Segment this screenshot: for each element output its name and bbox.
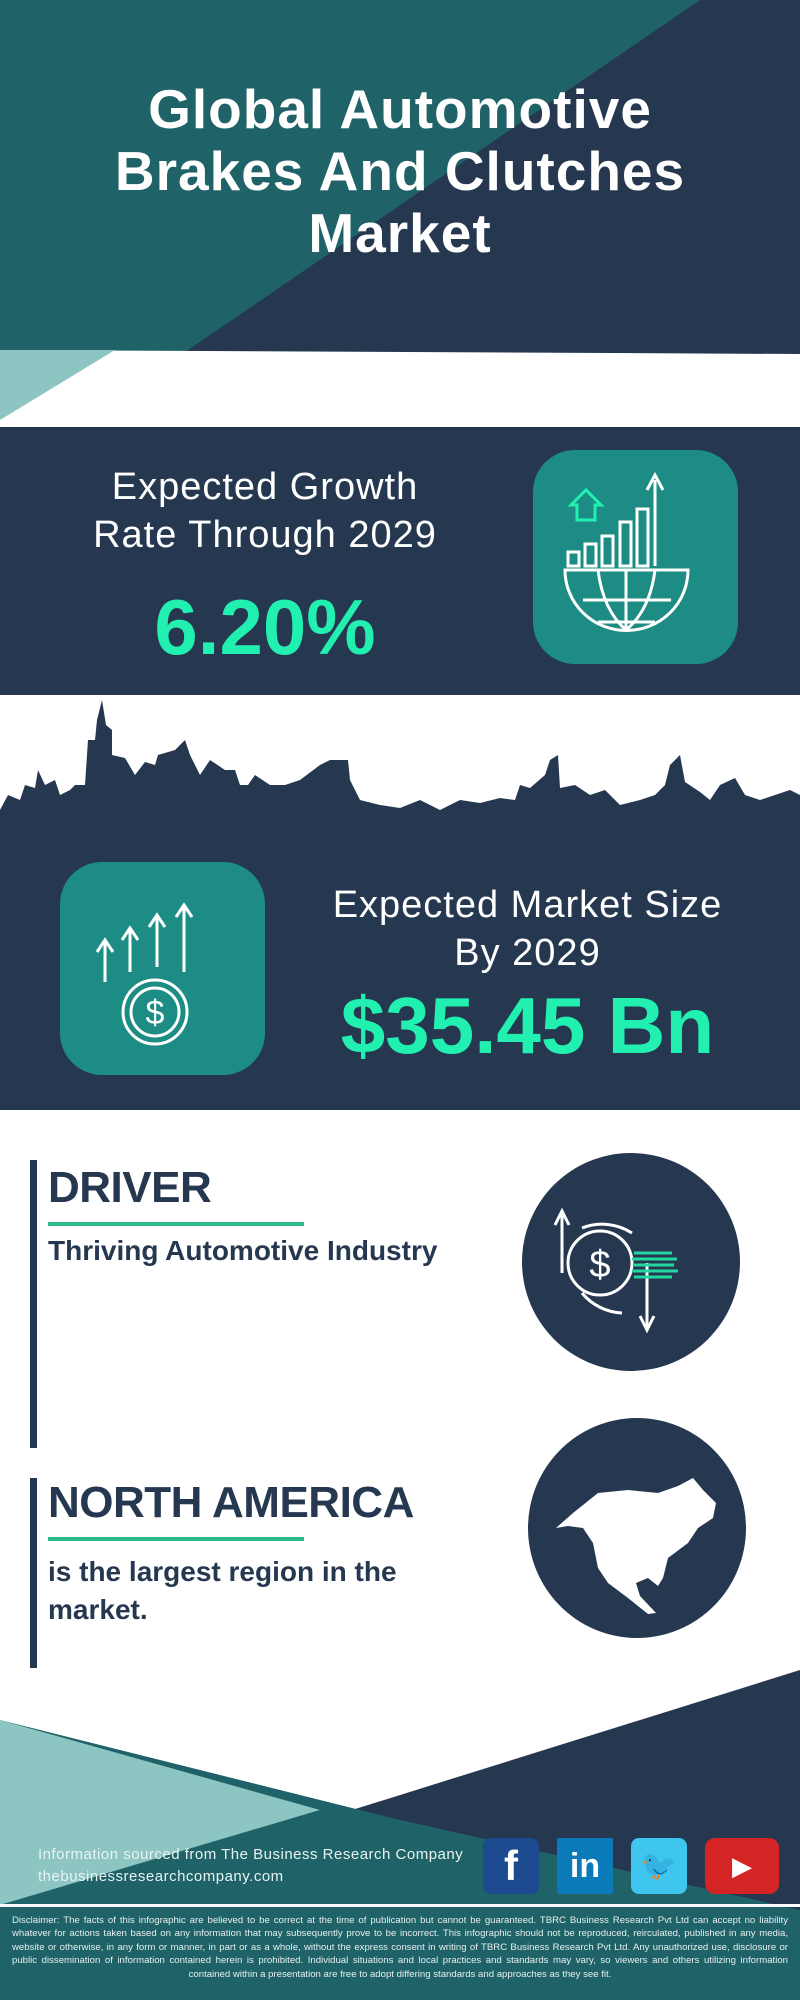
- growth-label-line: Expected Growth: [111, 466, 419, 508]
- website-link[interactable]: thebusinessresearchcompany.com: [38, 1868, 284, 1885]
- market-size-label: Expected Market Size By 2029: [290, 881, 765, 977]
- linkedin-icon[interactable]: in: [557, 1838, 613, 1894]
- dollar-exchange-icon: $: [553, 1207, 678, 1334]
- driver-icon-circle: $: [522, 1153, 740, 1371]
- region-text-line: is the largest region in the: [48, 1556, 397, 1587]
- region-heading: NORTH AMERICA: [48, 1478, 414, 1527]
- region-text: is the largest region in the market.: [48, 1553, 397, 1629]
- header-background: [0, 0, 800, 430]
- market-size-value: $35.45 Bn: [340, 981, 715, 1070]
- north-america-map-icon: [556, 1478, 716, 1614]
- market-size-label-line: By 2029: [454, 932, 601, 974]
- driver-heading: DRIVER: [48, 1163, 212, 1212]
- region-text-line: market.: [48, 1594, 148, 1625]
- disclaimer: Disclaimer: The facts of this infographi…: [12, 1915, 788, 1980]
- market-size-icon-box: $: [60, 862, 265, 1075]
- svg-text:$: $: [589, 1244, 610, 1286]
- title-line: Market: [308, 202, 492, 264]
- svg-text:$: $: [146, 994, 165, 1032]
- youtube-icon[interactable]: ▶: [705, 1838, 779, 1894]
- source-text: Information sourced from The Business Re…: [38, 1846, 464, 1863]
- region-accent-bar: [30, 1478, 37, 1668]
- driver-accent-bar: [30, 1160, 37, 1448]
- growth-label: Expected Growth Rate Through 2029: [40, 463, 490, 559]
- page-title: Global Automotive Brakes And Clutches Ma…: [0, 78, 800, 264]
- title-line: Global Automotive: [148, 78, 652, 140]
- twitter-icon[interactable]: 🐦: [631, 1838, 687, 1894]
- footer-background: [0, 1670, 800, 2000]
- globe-growth-chart-icon: [563, 471, 690, 632]
- growth-label-line: Rate Through 2029: [93, 514, 437, 556]
- region-icon-circle: [528, 1418, 746, 1638]
- driver-text: Thriving Automotive Industry: [48, 1235, 438, 1266]
- region-underline: [48, 1537, 304, 1541]
- growth-value: 6.20%: [154, 583, 376, 671]
- growth-icon-box: [533, 450, 738, 664]
- facebook-icon[interactable]: f: [483, 1838, 539, 1894]
- market-size-label-line: Expected Market Size: [332, 884, 723, 926]
- money-growth-arrows-icon: $: [95, 902, 194, 1046]
- driver-underline: [48, 1222, 304, 1226]
- social-icons: f in 🐦 ▶: [483, 1838, 779, 1894]
- title-line: Brakes And Clutches: [114, 140, 686, 202]
